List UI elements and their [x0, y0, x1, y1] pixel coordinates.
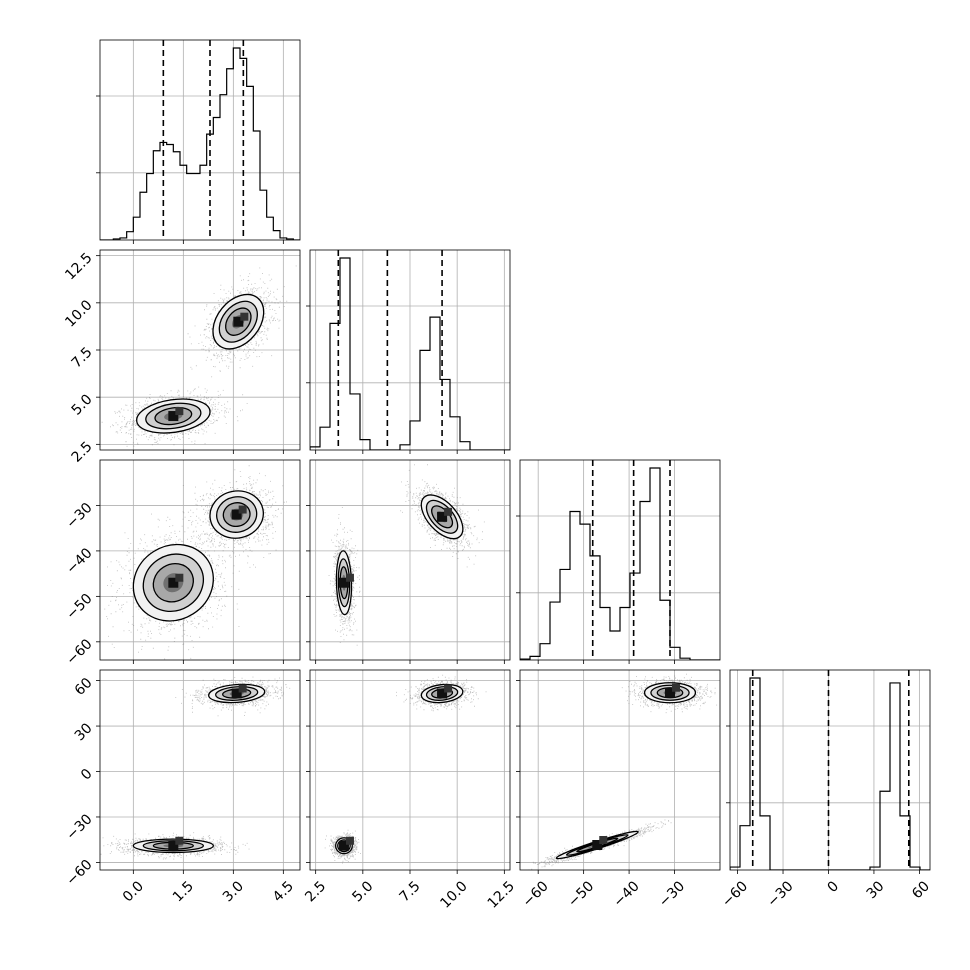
- density-peak: [168, 840, 179, 851]
- y-tick-label: −30: [63, 811, 95, 843]
- histogram-panel-0: [100, 40, 300, 240]
- scatter-points: [100, 511, 256, 660]
- density-peak: [175, 573, 184, 582]
- density-peak: [665, 687, 675, 698]
- histogram-step-line: [100, 47, 300, 240]
- density-panel-1-0: [100, 250, 300, 450]
- density-frame-2-1: [309, 459, 511, 661]
- histogram-frame-2: [519, 459, 721, 661]
- density-peak: [238, 684, 247, 693]
- density-peak: [444, 684, 453, 693]
- x-tick-label: 0.0: [120, 878, 147, 905]
- density-panel-3-0: [100, 670, 300, 870]
- density-peak: [233, 316, 244, 327]
- x-tick-label: −40: [610, 878, 642, 910]
- density-peak: [672, 683, 680, 692]
- density-peak: [168, 411, 179, 422]
- y-tick-label: −60: [63, 636, 95, 668]
- density-peak: [231, 509, 242, 520]
- y-tick-label: 2.5: [69, 439, 96, 466]
- x-tick-label: −30: [764, 878, 796, 910]
- x-tick-label: 4.5: [270, 878, 297, 905]
- density-peak: [345, 836, 354, 845]
- y-tick-label: 5.0: [69, 392, 96, 419]
- y-tick-label: 12.5: [62, 250, 95, 283]
- histogram-frame-3: [729, 669, 931, 871]
- density-peak: [238, 505, 247, 514]
- density-panel-2-1: [310, 460, 510, 660]
- y-tick-label: −50: [63, 591, 95, 623]
- histogram-panel-3: [730, 670, 930, 870]
- x-tick-label: 1.5: [170, 878, 197, 905]
- x-tick-label: 60: [909, 878, 933, 902]
- histogram-frame-1: [309, 249, 511, 451]
- y-tick-label: 0: [78, 766, 96, 784]
- x-tick-label: 10.0: [437, 878, 470, 911]
- histogram-panel-1: [310, 250, 510, 450]
- x-tick-label: 12.5: [485, 878, 518, 911]
- histogram-frame-0: [99, 39, 301, 241]
- density-panel-3-2: [520, 670, 720, 870]
- density-panel-2-0: [100, 460, 300, 660]
- x-tick-label: 0: [824, 878, 842, 896]
- x-tick-label: −60: [719, 878, 751, 910]
- y-tick-label: 10.0: [62, 297, 95, 330]
- x-tick-label: 7.5: [397, 878, 424, 905]
- y-tick-label: 30: [72, 720, 96, 744]
- x-tick-label: 5.0: [349, 878, 376, 905]
- x-tick-label: −60: [520, 878, 552, 910]
- x-tick-label: 2.5: [302, 878, 329, 905]
- y-tick-label: 60: [72, 675, 96, 699]
- density-peak: [437, 511, 448, 522]
- x-tick-label: −50: [565, 878, 597, 910]
- x-tick-label: 3.0: [220, 878, 247, 905]
- density-frame-3-2: [519, 669, 721, 871]
- x-tick-label: 30: [864, 878, 888, 902]
- density-peak: [592, 840, 603, 850]
- density-peak: [231, 688, 242, 699]
- histogram-step-line: [730, 677, 930, 870]
- density-peak: [345, 573, 354, 582]
- histogram-panel-2: [520, 460, 720, 660]
- density-panel-3-1: [310, 670, 510, 870]
- histogram-step-line: [520, 467, 720, 660]
- density-peak: [175, 407, 184, 416]
- density-frame-2-0: [99, 459, 301, 661]
- density-peak: [338, 840, 349, 851]
- density-frame-3-0: [99, 669, 301, 871]
- x-tick-label: −30: [656, 878, 688, 910]
- y-tick-label: 7.5: [69, 344, 96, 371]
- density-frame-3-1: [309, 669, 511, 871]
- density-peak: [437, 688, 448, 699]
- density-peak: [240, 312, 249, 321]
- density-peak: [175, 836, 184, 845]
- density-peak: [599, 836, 608, 844]
- density-peak: [338, 577, 349, 588]
- density-frame-1-0: [99, 249, 301, 451]
- y-tick-label: −40: [63, 545, 95, 577]
- y-tick-label: −30: [63, 500, 95, 532]
- y-tick-label: −60: [63, 857, 95, 889]
- density-peak: [168, 577, 179, 588]
- density-peak: [444, 507, 453, 516]
